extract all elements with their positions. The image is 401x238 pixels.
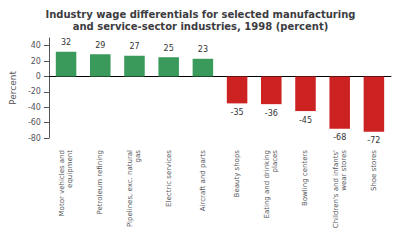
svg-text:-80: -80 — [28, 134, 41, 143]
svg-text:Pipelines, exc. natural: Pipelines, exc. natural — [126, 150, 134, 227]
svg-text:-60: -60 — [28, 118, 41, 127]
svg-text:20: 20 — [31, 57, 41, 66]
svg-text:Percent: Percent — [8, 71, 18, 105]
svg-text:27: 27 — [129, 42, 139, 51]
svg-text:-35: -35 — [231, 108, 244, 117]
svg-text:gas: gas — [134, 150, 142, 163]
svg-text:-68: -68 — [333, 133, 346, 142]
svg-text:equipment: equipment — [66, 150, 74, 188]
svg-text:-40: -40 — [28, 103, 41, 112]
svg-text:Beauty shops: Beauty shops — [233, 150, 241, 198]
svg-text:40: 40 — [31, 41, 41, 50]
svg-text:29: 29 — [95, 41, 105, 50]
svg-text:Industry wage differentials fo: Industry wage differentials for selected… — [46, 9, 356, 20]
svg-text:-72: -72 — [367, 136, 380, 145]
svg-text:Electric services: Electric services — [165, 150, 173, 207]
svg-text:places: places — [271, 150, 279, 173]
svg-text:25: 25 — [164, 44, 174, 53]
svg-text:23: 23 — [198, 45, 208, 54]
svg-text:Children's and infants': Children's and infants' — [332, 150, 340, 228]
svg-text:wear stores: wear stores — [340, 150, 348, 191]
svg-text:0: 0 — [36, 72, 41, 81]
svg-text:-36: -36 — [265, 109, 278, 118]
svg-text:-45: -45 — [299, 116, 312, 125]
svg-text:Petroleum refining: Petroleum refining — [96, 150, 104, 214]
svg-text:Eating and drinking: Eating and drinking — [263, 150, 271, 218]
svg-text:Shoe stores: Shoe stores — [370, 150, 378, 191]
svg-text:Aircraft and parts: Aircraft and parts — [199, 150, 207, 212]
svg-text:and service-sector industries,: and service-sector industries, 1998 (per… — [73, 21, 329, 32]
svg-text:-20: -20 — [28, 87, 41, 96]
svg-text:Bowling centers: Bowling centers — [301, 150, 309, 206]
svg-text:32: 32 — [61, 38, 71, 47]
svg-text:Motor vehicles and: Motor vehicles and — [58, 150, 66, 216]
